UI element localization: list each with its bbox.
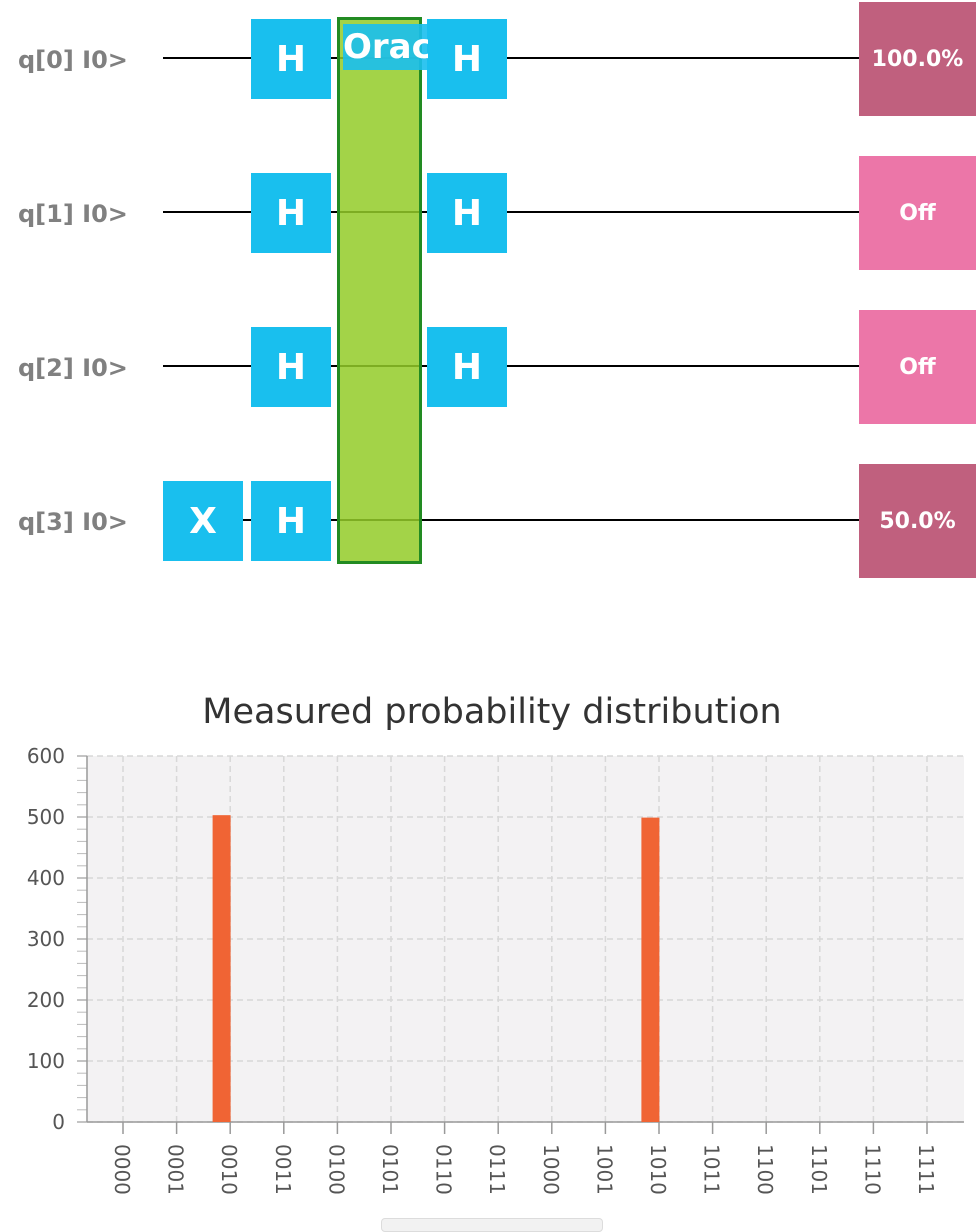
qubit-wire-1 bbox=[163, 211, 863, 213]
x-gate[interactable]: X bbox=[163, 481, 243, 561]
qubit-wire-0 bbox=[163, 57, 863, 59]
x-tick-label: 0100 bbox=[324, 1144, 348, 1195]
bar-0001 bbox=[212, 815, 231, 1122]
x-tick-label: 0001 bbox=[164, 1144, 188, 1195]
bar-1001 bbox=[641, 817, 660, 1122]
qubit-label-2: q[2] I0> bbox=[18, 354, 128, 382]
qubit-label-1: q[1] I0> bbox=[18, 200, 128, 228]
x-tick-label: 1101 bbox=[807, 1144, 831, 1195]
h-gate[interactable]: H bbox=[251, 19, 331, 99]
measure-meter-0[interactable]: 100.0% bbox=[859, 2, 976, 116]
x-tick-label: 1100 bbox=[753, 1144, 777, 1195]
qubit-label-0: q[0] I0> bbox=[18, 46, 128, 74]
x-tick-label: 0101 bbox=[378, 1144, 402, 1195]
scrollbar-handle[interactable] bbox=[381, 1218, 603, 1232]
y-tick-label: 600 bbox=[27, 744, 65, 768]
x-tick-label: 0000 bbox=[110, 1144, 134, 1195]
x-tick-label: 1000 bbox=[539, 1144, 563, 1195]
y-tick-label: 500 bbox=[27, 805, 65, 829]
y-tick-label: 400 bbox=[27, 866, 65, 890]
y-tick-label: 0 bbox=[52, 1110, 65, 1134]
h-gate[interactable]: H bbox=[427, 19, 507, 99]
chart-title: Measured probability distribution bbox=[202, 692, 782, 732]
oracle-gate[interactable] bbox=[337, 17, 422, 564]
x-tick-label: 1010 bbox=[646, 1144, 670, 1195]
y-tick-label: 100 bbox=[27, 1049, 65, 1073]
x-tick-label: 1001 bbox=[592, 1144, 616, 1195]
h-gate[interactable]: H bbox=[427, 173, 507, 253]
x-tick-label: 0010 bbox=[217, 1144, 241, 1195]
x-tick-label: 0011 bbox=[271, 1144, 295, 1195]
x-tick-label: 1011 bbox=[700, 1144, 724, 1195]
h-gate[interactable]: H bbox=[427, 327, 507, 407]
measure-meter-1[interactable]: Off bbox=[859, 156, 976, 270]
qubit-wire-3 bbox=[163, 519, 863, 521]
h-gate[interactable]: H bbox=[251, 327, 331, 407]
measure-meter-2[interactable]: Off bbox=[859, 310, 976, 424]
y-tick-label: 200 bbox=[27, 988, 65, 1012]
x-tick-label: 0111 bbox=[485, 1144, 509, 1195]
x-tick-label: 1111 bbox=[914, 1144, 938, 1195]
measure-meter-3[interactable]: 50.0% bbox=[859, 464, 976, 578]
h-gate[interactable]: H bbox=[251, 173, 331, 253]
x-tick-label: 1110 bbox=[860, 1144, 884, 1195]
y-tick-label: 300 bbox=[27, 927, 65, 951]
qubit-wire-2 bbox=[163, 365, 863, 367]
oracle-gate-label: Oracle bbox=[343, 24, 428, 70]
x-tick-label: 0110 bbox=[432, 1144, 456, 1195]
qubit-label-3: q[3] I0> bbox=[18, 508, 128, 536]
h-gate[interactable]: H bbox=[251, 481, 331, 561]
